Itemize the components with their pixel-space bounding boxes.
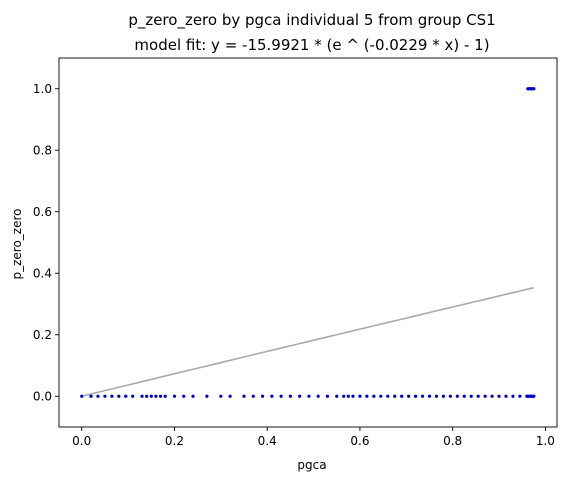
data-point: [163, 394, 167, 398]
data-point: [191, 394, 195, 398]
x-tick-label: 0.4: [258, 434, 277, 448]
data-point: [228, 394, 232, 398]
data-point: [379, 394, 383, 398]
data-point: [251, 394, 255, 398]
data-point: [80, 394, 84, 398]
chart-title: p_zero_zero by pgca individual 5 from gr…: [128, 11, 495, 30]
data-point: [325, 394, 330, 398]
data-point: [298, 394, 302, 398]
data-point: [288, 394, 292, 398]
data-point: [511, 394, 515, 398]
data-point: [149, 394, 153, 398]
x-tick-label: 1.0: [536, 434, 555, 448]
data-point: [131, 394, 135, 398]
data-point: [393, 394, 397, 398]
data-point: [490, 394, 494, 398]
data-point: [434, 394, 439, 398]
data-point: [532, 394, 536, 398]
data-point: [172, 394, 177, 398]
y-tick-label: 0.2: [33, 328, 52, 342]
data-point: [182, 394, 186, 398]
data-point: [205, 394, 209, 398]
data-point: [441, 394, 445, 398]
data-point: [448, 394, 452, 398]
data-point: [518, 394, 522, 398]
data-point: [413, 394, 418, 398]
data-point: [242, 394, 246, 398]
plot-frame: [58, 57, 558, 428]
x-tick-label: 0.0: [72, 434, 91, 448]
data-point: [400, 394, 404, 398]
chart-subtitle: model fit: y = -15.9921 * (e ^ (-0.0229 …: [134, 36, 489, 54]
data-point: [219, 394, 223, 398]
data-point: [504, 394, 508, 398]
data-point: [420, 394, 425, 398]
data-point: [124, 394, 128, 398]
data-point: [358, 394, 362, 398]
data-point: [96, 394, 100, 398]
data-point: [342, 394, 346, 398]
data-point: [365, 394, 369, 398]
axes: 0.0 0.2 0.4 0.6 0.8 1.0 0.0 0.2 0.4 0.6 0.8 1.0: [33, 57, 558, 448]
data-point: [386, 394, 390, 398]
data-point: [372, 394, 376, 398]
data-point: [335, 394, 339, 398]
y-tick-label: 0.6: [33, 205, 52, 219]
data-point: [270, 394, 274, 398]
data-point: [279, 394, 283, 398]
data-point: [462, 394, 466, 398]
data-point: [483, 394, 487, 398]
data-point: [145, 394, 149, 398]
data-point: [103, 394, 107, 398]
y-tick-label: 0.8: [33, 143, 52, 157]
data-point: [117, 394, 121, 398]
data-point: [346, 394, 350, 398]
data-point: [260, 394, 265, 398]
x-tick-label: 0.8: [443, 434, 462, 448]
y-tick-label: 1.0: [33, 82, 52, 96]
data-point: [351, 394, 355, 398]
data-point: [316, 394, 320, 398]
y-tick-label: 0.4: [33, 266, 52, 280]
data-point: [469, 394, 473, 398]
data-point: [140, 394, 144, 398]
data-point: [110, 394, 114, 398]
x-tick-label: 0.2: [165, 434, 184, 448]
data-point: [497, 394, 501, 398]
y-axis-label: p_zero_zero: [10, 208, 24, 279]
data-point: [89, 394, 93, 398]
y-tick-label: 0.0: [33, 389, 52, 403]
data-point: [476, 394, 480, 398]
x-tick-label: 0.6: [350, 434, 369, 448]
fit-line-layer: [81, 286, 535, 398]
data-point: [307, 394, 311, 398]
x-axis-label: pgca: [297, 458, 326, 472]
data-point: [427, 394, 432, 398]
data-point: [455, 394, 459, 398]
data-point: [158, 394, 163, 398]
data-points-layer: [80, 87, 536, 398]
fit-line: [81, 286, 535, 398]
data-point: [154, 394, 158, 398]
data-point: [532, 87, 536, 91]
data-point: [407, 394, 411, 398]
